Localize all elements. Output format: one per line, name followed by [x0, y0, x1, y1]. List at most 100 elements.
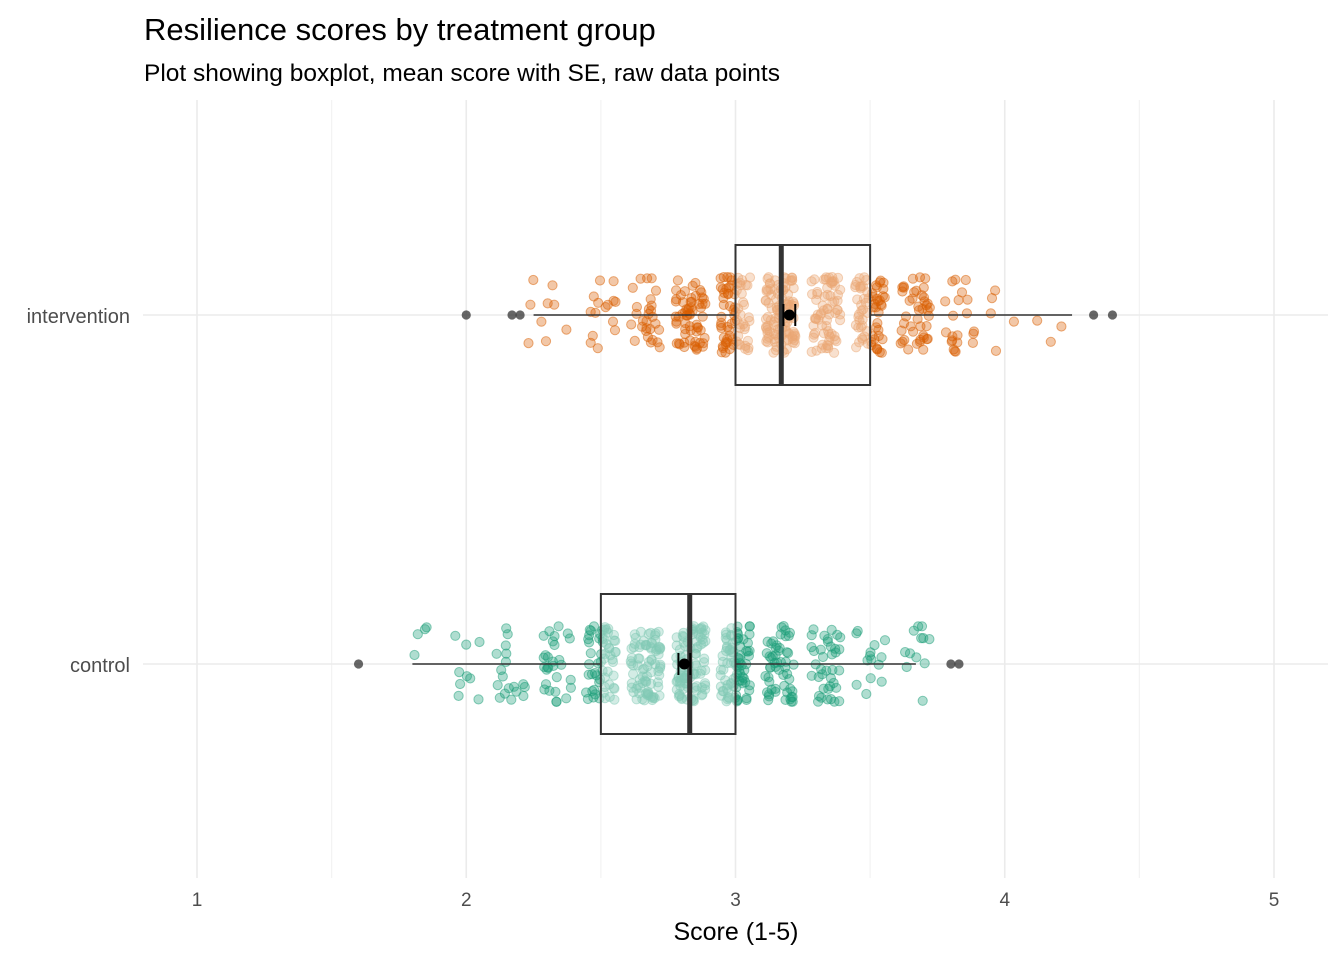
mean-point [678, 658, 690, 670]
jitter-point [775, 629, 786, 640]
jitter-point [631, 694, 642, 705]
jitter-point [642, 273, 653, 284]
jitter-point [940, 296, 951, 307]
jitter-point [650, 318, 661, 329]
jitter-point [608, 670, 619, 681]
jitter-point [806, 346, 817, 357]
jitter-point [825, 673, 837, 684]
jitter-point [985, 308, 996, 319]
jitter-point [608, 276, 619, 287]
jitter-point [947, 335, 958, 346]
jitter-point [817, 339, 828, 350]
jitter-point [690, 336, 701, 347]
jitter-point [628, 660, 639, 671]
jitter-point [643, 689, 654, 701]
jitter-point [584, 637, 595, 648]
jitter-point [551, 672, 562, 683]
jitter-point [956, 287, 968, 298]
jitter-point [626, 319, 637, 330]
jitter-point [917, 695, 928, 706]
jitter-point [738, 297, 749, 308]
mean-point [783, 309, 795, 321]
jitter-point [876, 652, 887, 663]
jitter-point [857, 281, 869, 292]
jitter-point [525, 299, 536, 310]
jitter-point [816, 343, 827, 354]
jitter-point [916, 621, 928, 632]
jitter-point [607, 316, 619, 327]
jitter-point [744, 621, 755, 632]
jitter-point [715, 664, 727, 675]
jitter-point [763, 297, 774, 309]
jitter-point [461, 671, 472, 682]
jitter-point [1045, 336, 1056, 347]
jitter-point [716, 311, 727, 322]
jitter-point [581, 687, 592, 698]
outlier-point [461, 310, 471, 320]
jitter-point [760, 671, 771, 682]
jitter-point [922, 333, 933, 344]
jitter-point [1056, 321, 1067, 332]
jitter-point [903, 344, 914, 355]
jitter-point [523, 338, 534, 349]
jitter-point [717, 284, 728, 295]
jitter-point [854, 337, 865, 348]
jitter-point [565, 674, 576, 686]
jitter-point [808, 624, 819, 635]
y-tick-label: control [70, 655, 130, 677]
jitter-point [764, 651, 775, 662]
jitter-point [450, 630, 461, 641]
jitter-point [940, 327, 952, 338]
jitter-point [717, 686, 728, 697]
jitter-point [829, 696, 840, 707]
jitter-point [761, 323, 772, 334]
outlier-point [515, 310, 525, 320]
jitter-point [699, 653, 710, 664]
box-iqr [599, 593, 737, 735]
jitter-point [990, 345, 1002, 356]
jitter-point [600, 302, 611, 313]
jitter-point [654, 342, 665, 353]
jitter-point [830, 307, 841, 319]
jitter-point [461, 639, 472, 650]
jitter-point [861, 688, 872, 700]
jitter-point [811, 294, 822, 305]
outlier-point [954, 659, 964, 669]
jitter-point [876, 676, 887, 687]
jitter-point [585, 337, 596, 348]
jitter-point [834, 644, 845, 655]
jitter-point [637, 315, 649, 326]
jitter-point [686, 293, 697, 304]
jitter-point [808, 329, 820, 340]
jitter-point [826, 624, 837, 636]
jitter-point [824, 681, 836, 692]
jitter-point [594, 275, 606, 286]
jitter-point [679, 337, 690, 348]
jitter-point [700, 636, 711, 647]
jitter-point [646, 300, 657, 311]
jitter-point [671, 338, 682, 349]
jitter-point [671, 632, 682, 643]
jitter-point [528, 274, 539, 286]
jitter-point [923, 310, 934, 321]
jitter-point [561, 693, 572, 704]
jitter-point [990, 285, 1001, 296]
jitter-point [409, 649, 420, 661]
jitter-point [874, 277, 885, 288]
jitter-point [675, 290, 687, 301]
jitter-point [822, 636, 834, 647]
jitter-point [736, 660, 747, 671]
jitter-point [858, 304, 869, 315]
jitter-point [679, 286, 691, 297]
jitter-point [744, 315, 755, 327]
jitter-point [634, 674, 646, 685]
chart-title: Resilience scores by treatment group [144, 12, 656, 47]
jitter-point [715, 670, 726, 681]
jitter-point [900, 647, 911, 658]
jitter-point [822, 282, 833, 293]
jitter-point [695, 325, 706, 336]
jitter-point [851, 628, 862, 639]
jitter-point [501, 623, 512, 634]
jitter-point [897, 336, 908, 347]
jitter-point [817, 651, 829, 663]
